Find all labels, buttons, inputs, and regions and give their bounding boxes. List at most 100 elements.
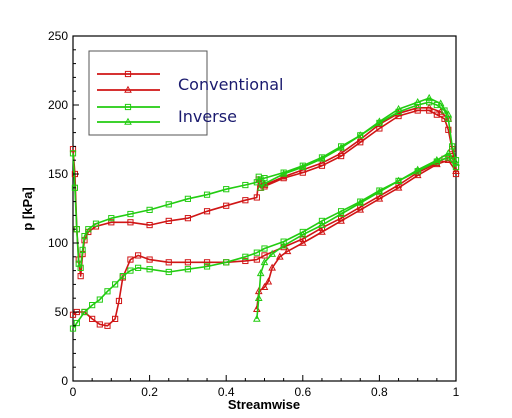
data-point	[69, 150, 77, 157]
data-point	[318, 227, 326, 235]
data-point	[71, 184, 79, 191]
data-point	[394, 176, 403, 184]
data-point	[445, 115, 452, 122]
data-point	[298, 238, 307, 246]
data-point	[375, 187, 384, 195]
data-point	[223, 186, 230, 193]
data-point	[135, 264, 142, 271]
legend-label-conventional: Conventional	[178, 75, 283, 94]
data-point	[89, 315, 96, 322]
data-point	[242, 257, 249, 265]
data-point	[452, 164, 460, 171]
data-point	[413, 171, 422, 179]
y-tick-label: 200	[48, 98, 68, 112]
data-point	[452, 166, 460, 175]
data-point	[445, 126, 452, 133]
data-point	[242, 253, 249, 260]
data-point	[203, 259, 211, 266]
legend-marker	[124, 70, 132, 78]
data-point	[260, 282, 269, 290]
data-point	[356, 135, 365, 143]
legend-marker	[124, 117, 132, 125]
data-point	[112, 315, 119, 322]
x-tick-label: 0.6	[294, 385, 311, 399]
data-point	[146, 266, 153, 273]
data-point	[73, 319, 80, 327]
data-point	[92, 220, 100, 227]
x-tick-label: 0.8	[371, 385, 388, 399]
data-point	[252, 314, 261, 322]
data-point	[79, 246, 86, 254]
y-tick-label: 50	[55, 305, 69, 319]
data-point	[394, 104, 403, 112]
data-point	[223, 202, 230, 209]
data-point	[256, 269, 265, 277]
data-point	[413, 97, 422, 106]
data-point	[394, 183, 403, 191]
y-tick-label: 100	[48, 236, 68, 250]
legend: Conventional Inverse	[88, 50, 283, 136]
series-line	[256, 152, 457, 319]
data-point	[298, 230, 307, 238]
data-point	[268, 249, 277, 257]
data-point	[449, 143, 456, 150]
y-axis-label: p [kPa]	[20, 187, 35, 230]
y-tick-label: 0	[61, 374, 68, 388]
series-line	[72, 101, 457, 269]
data-point	[337, 143, 345, 151]
data-point	[242, 181, 249, 189]
data-point	[127, 210, 134, 218]
data-point	[256, 183, 265, 191]
data-point	[146, 206, 153, 213]
data-point	[337, 149, 345, 157]
data-point	[375, 117, 384, 125]
data-point	[257, 176, 264, 183]
legend-samples	[97, 70, 160, 125]
legend-marker	[124, 103, 132, 111]
data-point	[337, 209, 345, 217]
data-point	[127, 256, 134, 263]
data-point	[184, 215, 192, 222]
data-point	[165, 217, 172, 225]
data-point	[104, 288, 111, 295]
data-point	[279, 169, 288, 177]
data-point	[356, 131, 365, 139]
data-point	[108, 215, 115, 222]
y-tick-label: 250	[48, 29, 68, 43]
data-point	[203, 263, 211, 270]
data-point	[77, 273, 84, 280]
data-point	[165, 201, 172, 208]
data-point	[146, 256, 153, 263]
y-tick-label: 150	[48, 167, 68, 181]
data-point	[264, 277, 273, 285]
data-point	[260, 258, 269, 266]
data-point	[77, 264, 84, 271]
data-point	[184, 195, 192, 202]
data-point	[425, 93, 434, 101]
data-point	[298, 162, 307, 170]
data-point	[119, 273, 126, 280]
data-point	[223, 259, 230, 266]
data-point	[318, 158, 326, 166]
data-point	[299, 235, 306, 242]
data-point	[318, 154, 326, 162]
data-point	[356, 198, 365, 206]
series-7	[256, 93, 453, 191]
data-point	[254, 293, 263, 301]
data-point	[444, 149, 453, 157]
data-point	[318, 217, 326, 225]
axes-layer: 0 0.2 0.4 0.6 0.8 1 0 50 100 150 200 250	[48, 29, 460, 399]
series-4	[69, 99, 460, 271]
data-point	[127, 267, 134, 274]
data-point	[85, 226, 92, 233]
data-point	[127, 219, 134, 226]
data-point	[356, 205, 365, 213]
data-point	[375, 194, 384, 202]
data-point	[268, 263, 277, 271]
data-point	[425, 103, 434, 111]
data-point	[283, 247, 292, 255]
data-point	[275, 252, 284, 260]
data-point	[115, 297, 123, 305]
data-point	[337, 216, 345, 224]
